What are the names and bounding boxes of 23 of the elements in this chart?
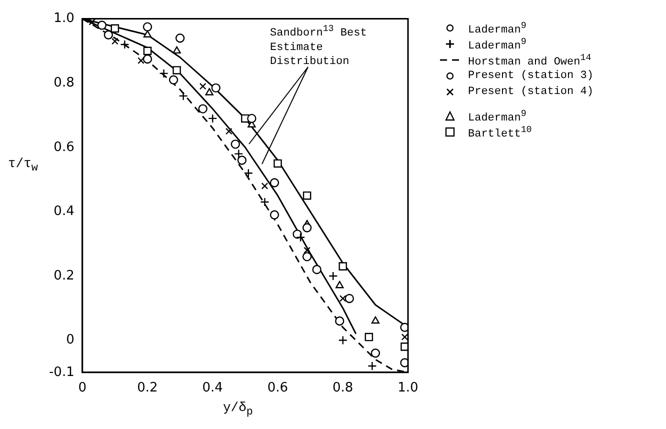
legend-label: Bartlett$^{10}$ <box>468 124 532 140</box>
legend-label: Present (station 3) <box>468 70 594 82</box>
legend-label: Laderman$^{9}$ <box>468 20 526 36</box>
x-tick-label: 1.0 <box>398 380 418 396</box>
legend-label: Horstman and Owen$^{14}$ <box>468 52 592 68</box>
y-axis-title: τ/τ$_{w}$ <box>8 156 38 175</box>
x-tick-label: 0.8 <box>332 380 354 396</box>
legend-label: Present (station 4) <box>468 86 594 98</box>
y-tick-label: 1.0 <box>54 11 74 26</box>
y-tick-label: 0 <box>66 332 74 348</box>
legend-label: Laderman$^{9}$ <box>468 108 526 124</box>
x-tick-label: 0 <box>78 380 87 396</box>
text: Sandborn$^{13}$ Best Estimate Distribution <box>270 23 367 68</box>
x-axis-title: y/δ$_{p}$ <box>223 400 253 419</box>
x-tick-label: 0.6 <box>267 380 288 396</box>
y-tick-label: -0.1 <box>48 364 74 380</box>
y-tick-label: 0.4 <box>54 204 74 220</box>
legend-label: Laderman$^{9}$ <box>468 36 526 52</box>
x-tick-label: 0.2 <box>137 380 158 396</box>
x-tick-label: 0.4 <box>202 380 223 396</box>
y-tick-label: 0.2 <box>54 268 74 284</box>
y-tick-label: 0.8 <box>54 75 74 90</box>
y-tick-label: 0.6 <box>54 140 74 155</box>
